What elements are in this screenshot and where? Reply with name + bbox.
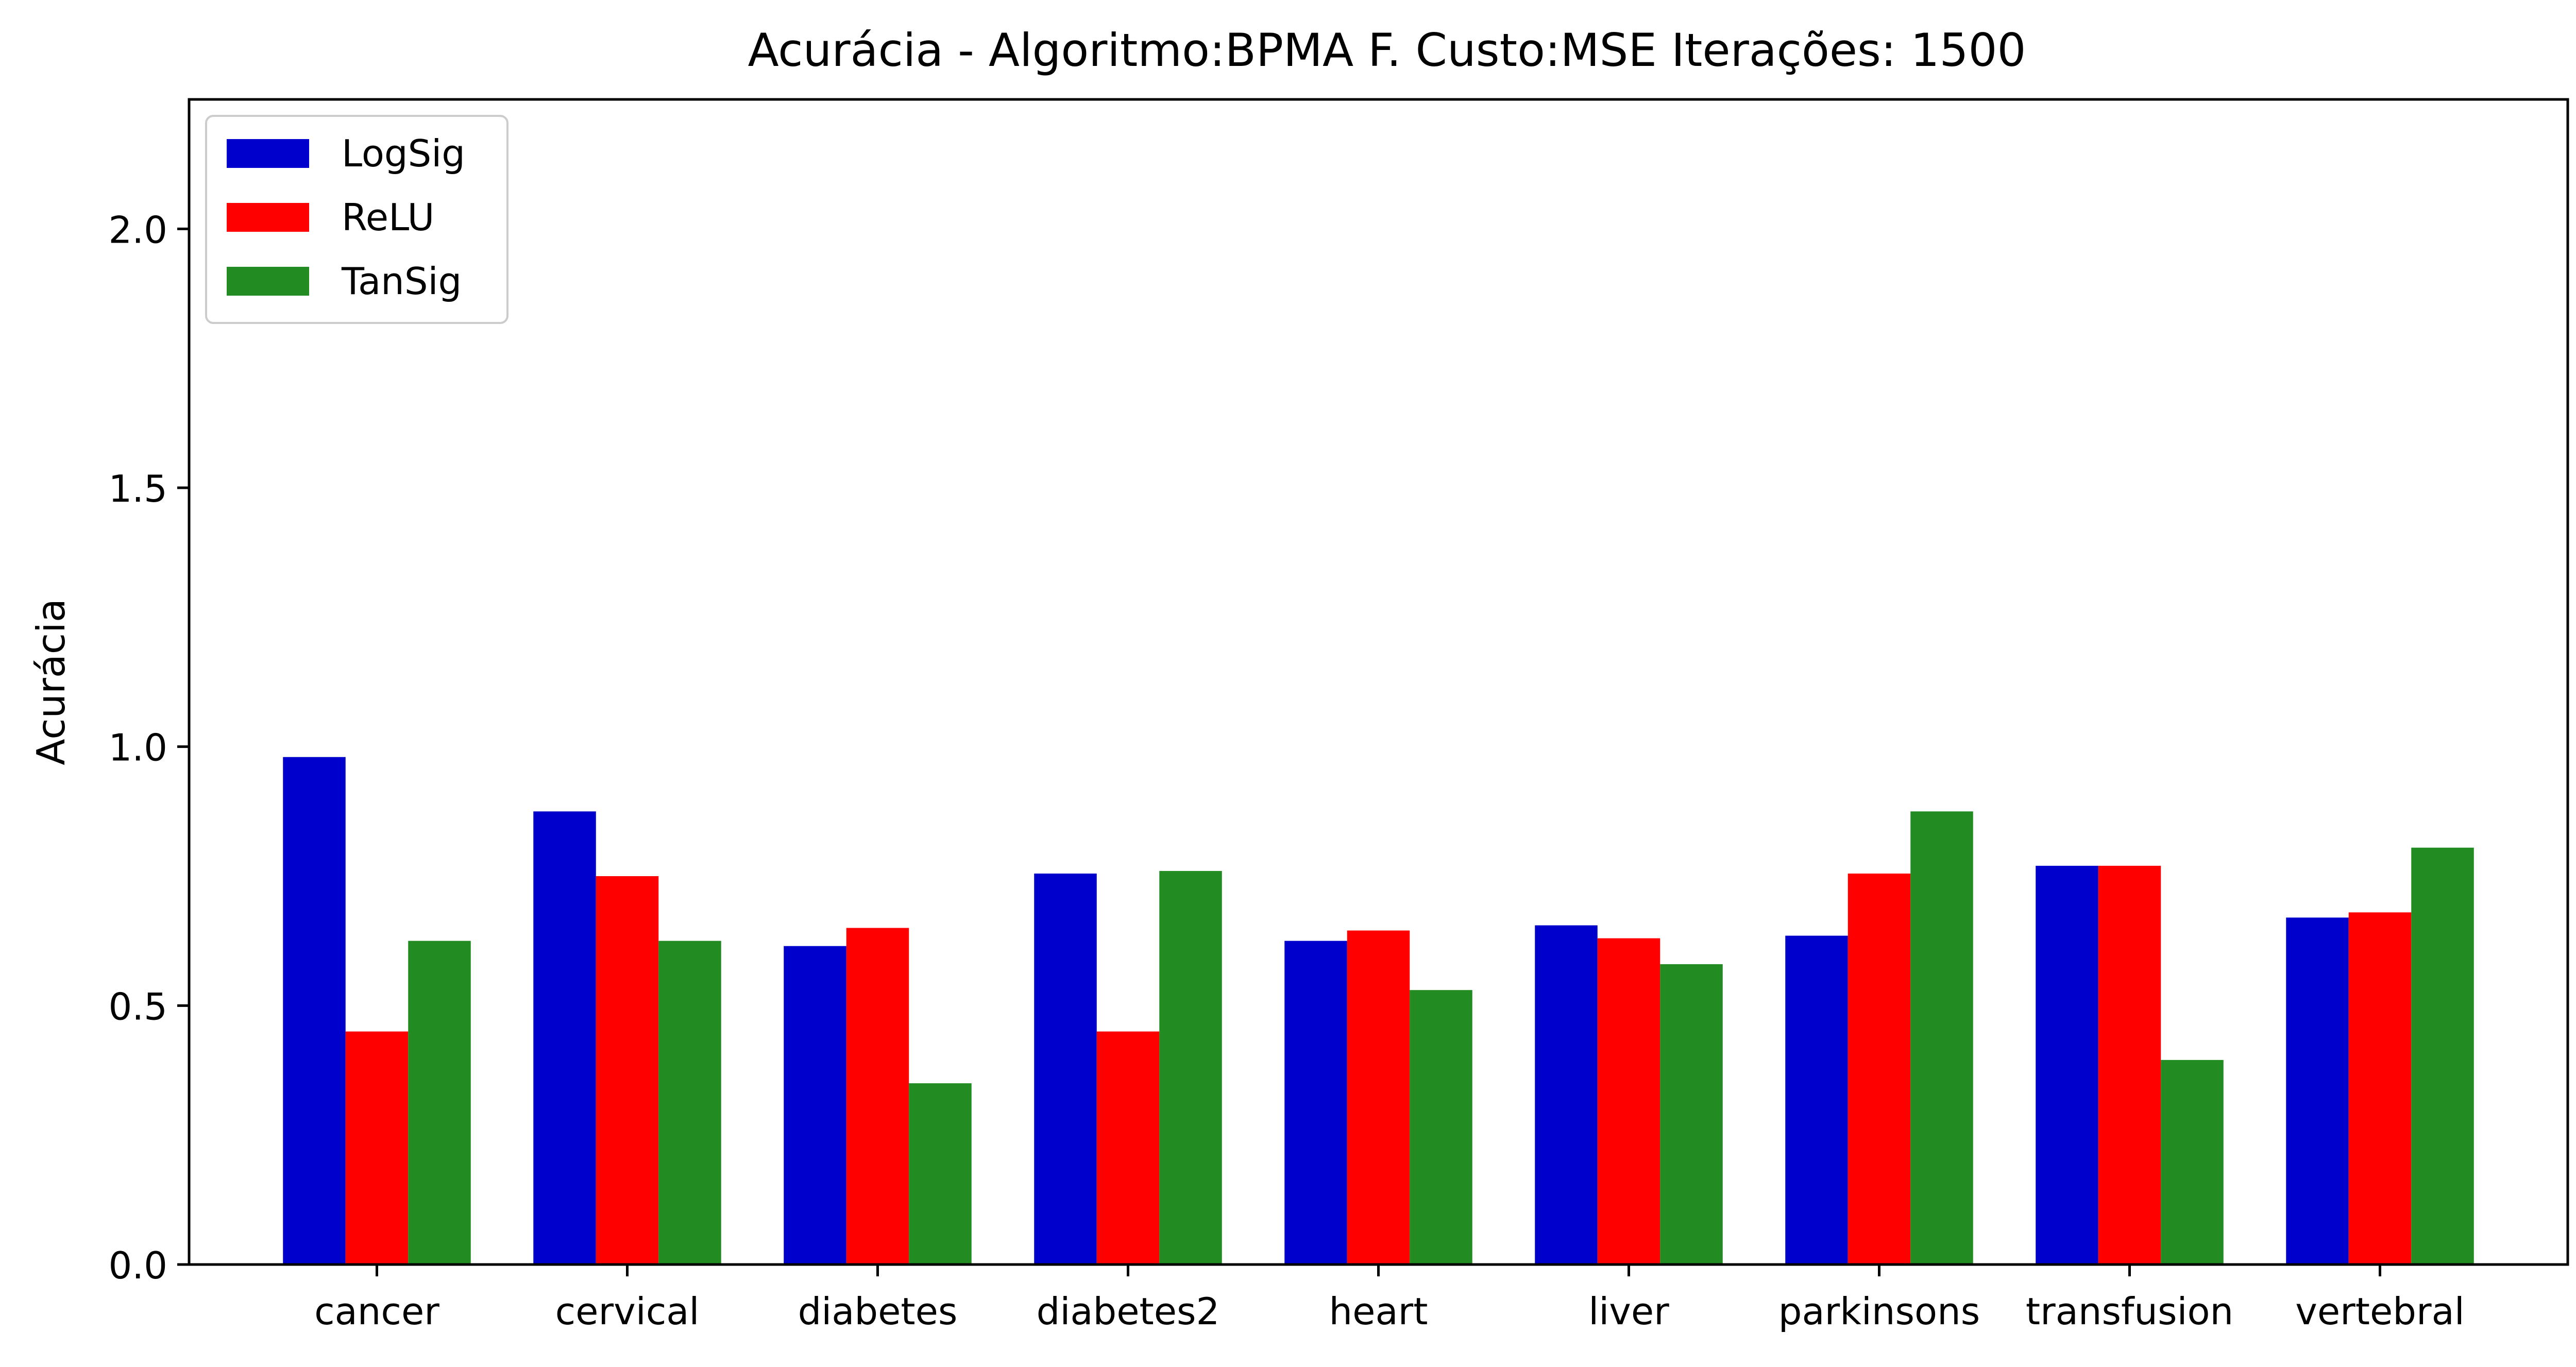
x-tick-label-cancer: cancer <box>314 1290 439 1333</box>
y-axis: 0.0 0.5 1.0 1.5 2.0 <box>108 208 189 1287</box>
bar-logsig-liver <box>1535 925 1598 1265</box>
bar-relu-heart <box>1347 930 1410 1265</box>
bar-logsig-transfusion <box>2036 865 2098 1265</box>
x-axis: cancer cervical diabetes diabetes2 heart live… <box>314 1265 2465 1333</box>
bar-relu-cervical <box>596 876 659 1265</box>
x-tick-label-vertebral: vertebral <box>2295 1290 2464 1333</box>
bar-tansig-heart <box>1410 990 1472 1265</box>
plot-area <box>188 98 2569 1266</box>
x-tick-label-parkinsons: parkinsons <box>1778 1290 1980 1333</box>
x-tick-label-diabetes2: diabetes2 <box>1037 1290 1220 1333</box>
bar-logsig-diabetes2 <box>1034 873 1097 1265</box>
x-tick-label-liver: liver <box>1588 1290 1669 1333</box>
bar-tansig-vertebral <box>2411 847 2474 1265</box>
bar-logsig-diabetes <box>784 946 846 1265</box>
y-tick-label: 0.5 <box>108 985 167 1028</box>
legend-swatch-tansig <box>227 267 309 296</box>
bar-tansig-cervical <box>658 941 721 1265</box>
legend-swatch-relu <box>227 203 309 232</box>
bar-relu-vertebral <box>2348 912 2412 1265</box>
x-tick-label-diabetes: diabetes <box>798 1290 958 1333</box>
bar-tansig-diabetes2 <box>1159 870 1222 1265</box>
x-tick-label-cervical: cervical <box>555 1290 700 1333</box>
x-tick-label-heart: heart <box>1329 1290 1428 1333</box>
bar-relu-diabetes2 <box>1096 1031 1160 1265</box>
bars-group <box>283 757 2474 1265</box>
bar-logsig-cancer <box>283 757 346 1265</box>
bar-tansig-cancer <box>408 941 471 1265</box>
bar-logsig-heart <box>1284 941 1347 1265</box>
y-axis-label: Acurácia <box>28 599 74 765</box>
bar-logsig-vertebral <box>2286 917 2349 1265</box>
legend-label-relu: ReLU <box>342 196 434 239</box>
bar-relu-transfusion <box>2098 865 2161 1265</box>
bar-relu-liver <box>1597 938 1660 1265</box>
bar-relu-cancer <box>345 1031 409 1265</box>
bar-tansig-liver <box>1660 964 1723 1265</box>
bar-tansig-diabetes <box>909 1083 972 1265</box>
y-tick-label: 2.0 <box>108 208 167 251</box>
y-tick-label: 1.0 <box>108 726 167 770</box>
legend-label-tansig: TanSig <box>341 260 462 303</box>
bar-tansig-transfusion <box>2161 1060 2224 1265</box>
bar-logsig-cervical <box>533 811 596 1265</box>
bar-tansig-parkinsons <box>1910 811 1973 1265</box>
legend-swatch-logsig <box>227 139 309 168</box>
legend: LogSig ReLU TanSig <box>205 115 509 324</box>
bar-relu-diabetes <box>846 928 909 1265</box>
y-tick-label: 1.5 <box>108 467 167 510</box>
bar-relu-parkinsons <box>1848 873 1911 1265</box>
chart-title: Acurácia - Algoritmo:BPMA F. Custo:MSE I… <box>748 24 2026 77</box>
x-tick-label-transfusion: transfusion <box>2026 1290 2233 1333</box>
legend-label-logsig: LogSig <box>342 132 465 175</box>
y-tick-label: 0.0 <box>108 1244 167 1287</box>
bar-logsig-parkinsons <box>1785 935 1848 1265</box>
